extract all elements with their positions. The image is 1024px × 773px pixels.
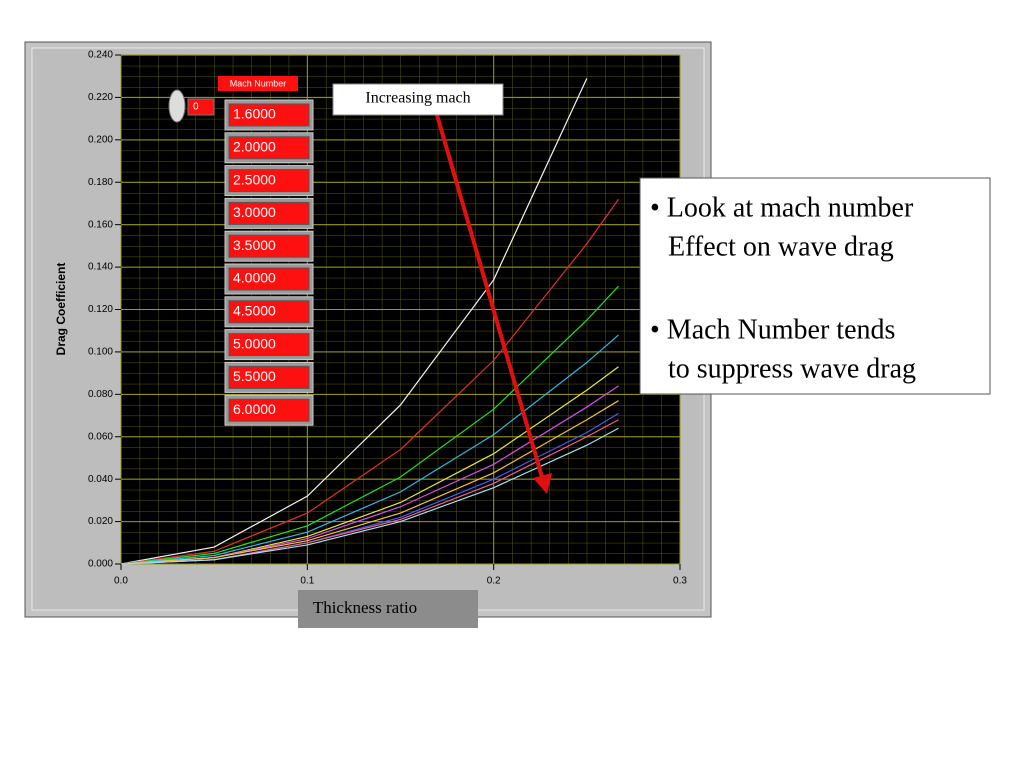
y-axis-label: Drag Coefficient — [54, 263, 68, 356]
legend-label: 4.5000 — [233, 303, 276, 319]
note: Effect on wave drag — [668, 231, 894, 262]
y-tick-label: 0.180 — [88, 177, 113, 188]
legend-swatch — [228, 234, 310, 258]
legend-swatch — [228, 169, 310, 193]
x-axis-label: Thickness ratio — [313, 598, 417, 617]
series-line — [120, 427, 619, 565]
y-tick-label: 0.060 — [88, 431, 113, 442]
y-tick-label: 0.000 — [88, 559, 113, 570]
series-line — [120, 78, 588, 565]
legend-swatch — [228, 103, 310, 127]
index-spinner[interactable] — [168, 89, 186, 123]
series-line — [120, 400, 619, 565]
y-tick-label: 0.220 — [88, 92, 113, 103]
legend-swatch — [228, 398, 310, 422]
legend-swatch — [228, 136, 310, 160]
series-line — [120, 334, 619, 565]
x-label-box — [298, 590, 478, 628]
legend: 1.6000 2.0000 2.5000 3.0000 3.5000 4.0000 4.50… — [224, 99, 314, 426]
note: • Look at mach number — [650, 192, 914, 223]
legend-label: 3.0000 — [233, 204, 276, 220]
y-tick-label: 0.160 — [88, 219, 113, 230]
lines — [120, 78, 619, 565]
axes: 0.000 0.020 0.040 0.060 0.080 0.100 0.120 0.140… — [88, 50, 687, 587]
index-value: 0 — [193, 102, 199, 113]
note: • Mach Number tends — [650, 314, 895, 345]
legend-swatch — [228, 365, 310, 389]
arrow-shaft — [435, 114, 546, 485]
series-line — [120, 285, 619, 565]
legend-label: 2.0000 — [233, 139, 276, 155]
legend-title-box — [218, 76, 298, 91]
legend-label: 3.5000 — [233, 237, 276, 253]
annotation: Increasing mach — [365, 90, 470, 107]
legend-swatch — [228, 333, 310, 357]
y-tick-label: 0.100 — [88, 347, 113, 358]
y-tick-label: 0.240 — [88, 50, 113, 61]
x-tick-label: 0.3 — [673, 576, 687, 587]
legend-label: 5.0000 — [233, 335, 276, 351]
y-tick-label: 0.080 — [88, 389, 113, 400]
y-tick-label: 0.200 — [88, 134, 113, 145]
legend-swatch — [228, 300, 310, 324]
arrow-head — [533, 473, 552, 494]
legend-title: Mach Number — [230, 78, 287, 88]
legend-label: 6.0000 — [233, 401, 276, 417]
legend-label: 1.6000 — [233, 106, 276, 122]
y-tick-label: 0.020 — [88, 516, 113, 527]
note: to suppress wave drag — [668, 353, 916, 384]
legend-label: 2.5000 — [233, 171, 276, 187]
index-box[interactable] — [187, 98, 215, 116]
legend-swatch — [228, 267, 310, 291]
x-tick-label: 0.1 — [300, 576, 314, 587]
y-tick-label: 0.120 — [88, 304, 113, 315]
series-line — [120, 198, 619, 565]
notes-box — [639, 177, 991, 395]
y-tick-label: 0.140 — [88, 262, 113, 273]
legend-label: 5.5000 — [233, 368, 276, 384]
annotation-box — [332, 83, 504, 116]
x-tick-label: 0.2 — [487, 576, 501, 587]
legend-label: 4.0000 — [233, 270, 276, 286]
x-tick-label: 0.0 — [114, 576, 128, 587]
legend-swatch — [228, 201, 310, 225]
y-tick-label: 0.040 — [88, 474, 113, 485]
